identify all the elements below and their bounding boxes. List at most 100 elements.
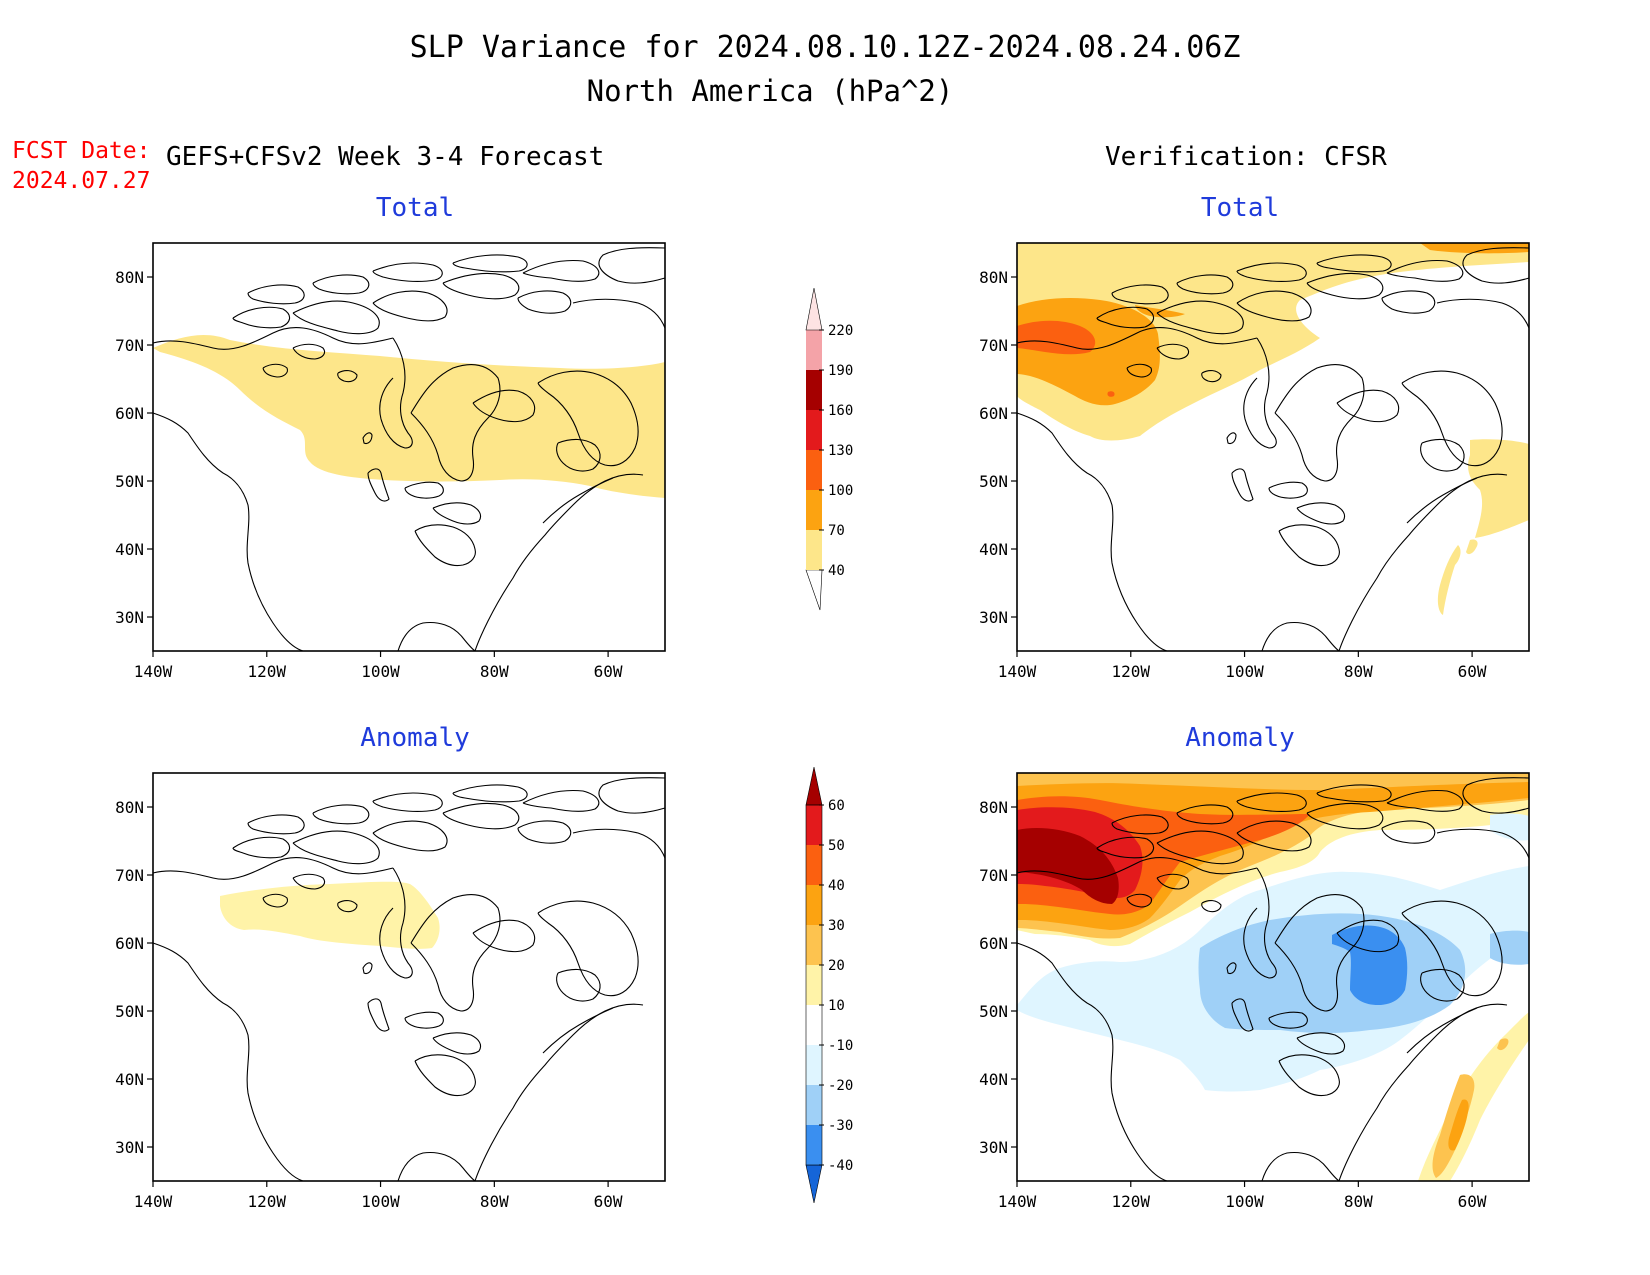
coastline-segment <box>542 477 614 524</box>
coastline-segment <box>414 524 476 567</box>
lat-tick-label: 50N <box>979 472 1008 491</box>
lon-tick-label: 60W <box>1458 1192 1487 1211</box>
lat-tick-label: 70N <box>115 866 144 885</box>
coastline-segment <box>1156 300 1244 335</box>
coastline-segment <box>1401 370 1503 467</box>
coastline-segment <box>1268 481 1308 499</box>
colorbar-label: 20 <box>828 958 845 974</box>
verification-heading: Verification: CFSR <box>1105 142 1387 172</box>
fcst-date-value: 2024.07.27 <box>12 168 151 194</box>
coastline-segment <box>537 900 639 997</box>
colorbar-label: 40 <box>828 878 845 894</box>
coastline-segment <box>572 828 666 859</box>
lat-tick-label: 30N <box>979 1138 1008 1157</box>
colorbar-swatch <box>806 530 822 570</box>
contour-fill-40-70 <box>153 334 665 498</box>
title-line1: SLP Variance for 2024.08.10.12Z-2024.08.… <box>409 30 1241 65</box>
coastline-segment <box>1316 254 1392 273</box>
lat-tick-label: 50N <box>115 1002 144 1021</box>
coastline-segment <box>292 300 380 335</box>
coastline-segment <box>1278 1054 1340 1097</box>
coastline-segment <box>404 481 444 499</box>
colorbar-swatch <box>805 569 823 611</box>
colorbar-label: 10 <box>828 998 845 1014</box>
coastline-segment <box>312 804 370 825</box>
coastline-segment <box>1406 1007 1478 1054</box>
coastline-segment <box>247 814 305 835</box>
colorbar-label: -20 <box>828 1078 853 1094</box>
colorbar-swatch <box>806 925 822 965</box>
coastline-segment <box>1226 962 1237 975</box>
fcst-anom-title: Anomaly <box>360 723 470 753</box>
colorbar-label: 70 <box>828 523 845 539</box>
coastline-segment <box>1386 259 1464 282</box>
coastline-segment <box>414 1054 476 1097</box>
coastline-segment <box>337 900 358 913</box>
coastline-segment <box>556 438 601 472</box>
coastline-segment <box>1156 830 1244 865</box>
contour-fill-minus20-minus30 <box>1198 913 1466 1033</box>
coastline-segment <box>522 259 600 282</box>
coastline-segment <box>1176 804 1234 825</box>
map-frame <box>152 772 666 1182</box>
coastline-segment <box>572 298 666 329</box>
coastline-segment <box>362 432 373 445</box>
coastline-segment <box>1381 820 1436 844</box>
lat-tick-label: 60N <box>115 934 144 953</box>
coastline-segment <box>367 468 390 502</box>
colorbar-swatch <box>806 805 822 845</box>
colorbar-swatch <box>806 370 822 410</box>
colorbar-swatch <box>805 1164 823 1204</box>
verification-total-map <box>1017 243 1529 615</box>
lat-tick-label: 50N <box>979 1002 1008 1021</box>
colorbar-swatch <box>806 330 822 370</box>
colorbar-swatch <box>806 450 822 490</box>
lon-tick-label: 60W <box>594 662 623 681</box>
colorbar-swatch <box>806 1005 822 1045</box>
coastline-segment <box>1462 777 1530 814</box>
contour-fill-minus20-minus30-east <box>1490 930 1529 965</box>
coastline-segment <box>1156 343 1190 360</box>
contour-fill-100-130-dot <box>1107 391 1115 397</box>
coastlines <box>152 247 666 652</box>
lon-tick-label: 140W <box>134 1192 173 1211</box>
colorbar-swatch <box>805 766 823 806</box>
lat-tick-label: 50N <box>115 472 144 491</box>
coastline-segment <box>1401 900 1503 997</box>
coastline-segment <box>1111 284 1169 305</box>
colorbar-label: -40 <box>828 1158 853 1174</box>
forecast-heading: GEFS+CFSv2 Week 3-4 Forecast <box>166 142 605 172</box>
panel-br-overlay: 80N 70N 60N 50N 40N 30N 140W 120W 100W 80W 60W <box>979 772 1530 1211</box>
coastline-segment <box>410 364 501 482</box>
colorbar-swatch <box>806 1045 822 1085</box>
lat-tick-label: 30N <box>115 1138 144 1157</box>
coastline-segment <box>1278 524 1340 567</box>
coastline-segment <box>517 820 572 844</box>
colorbar-label: 50 <box>828 838 845 854</box>
coastline-segment <box>522 789 600 812</box>
coastline-segment <box>1111 814 1169 835</box>
colorbar-label: 40 <box>828 563 845 579</box>
lon-tick-label: 120W <box>248 662 287 681</box>
coastlines <box>1016 777 1530 1182</box>
coastline-segment <box>1261 621 1340 652</box>
contour-fill-40-70-gs2 <box>1466 539 1478 555</box>
coastline-segment <box>452 784 528 803</box>
coastline-segment <box>1231 998 1254 1032</box>
coastline-segment <box>556 968 601 1002</box>
lon-tick-label: 80W <box>1344 1192 1373 1211</box>
lon-tick-label: 120W <box>248 1192 287 1211</box>
coastline-segment <box>1231 468 1254 502</box>
coastline-segment <box>1306 802 1384 830</box>
colorbar-label: 190 <box>828 363 853 379</box>
lon-tick-label: 140W <box>998 1192 1037 1211</box>
coastline-segment <box>1296 502 1346 525</box>
lat-tick-label: 60N <box>979 404 1008 423</box>
coastline-segment <box>1236 290 1312 322</box>
coastline-segment <box>472 919 536 953</box>
coastline-segment <box>1016 942 1168 1182</box>
colorbar-swatch <box>806 965 822 1005</box>
coastline-segment <box>152 412 304 652</box>
lat-tick-label: 40N <box>979 1070 1008 1089</box>
coastline-segment <box>1268 1011 1308 1029</box>
